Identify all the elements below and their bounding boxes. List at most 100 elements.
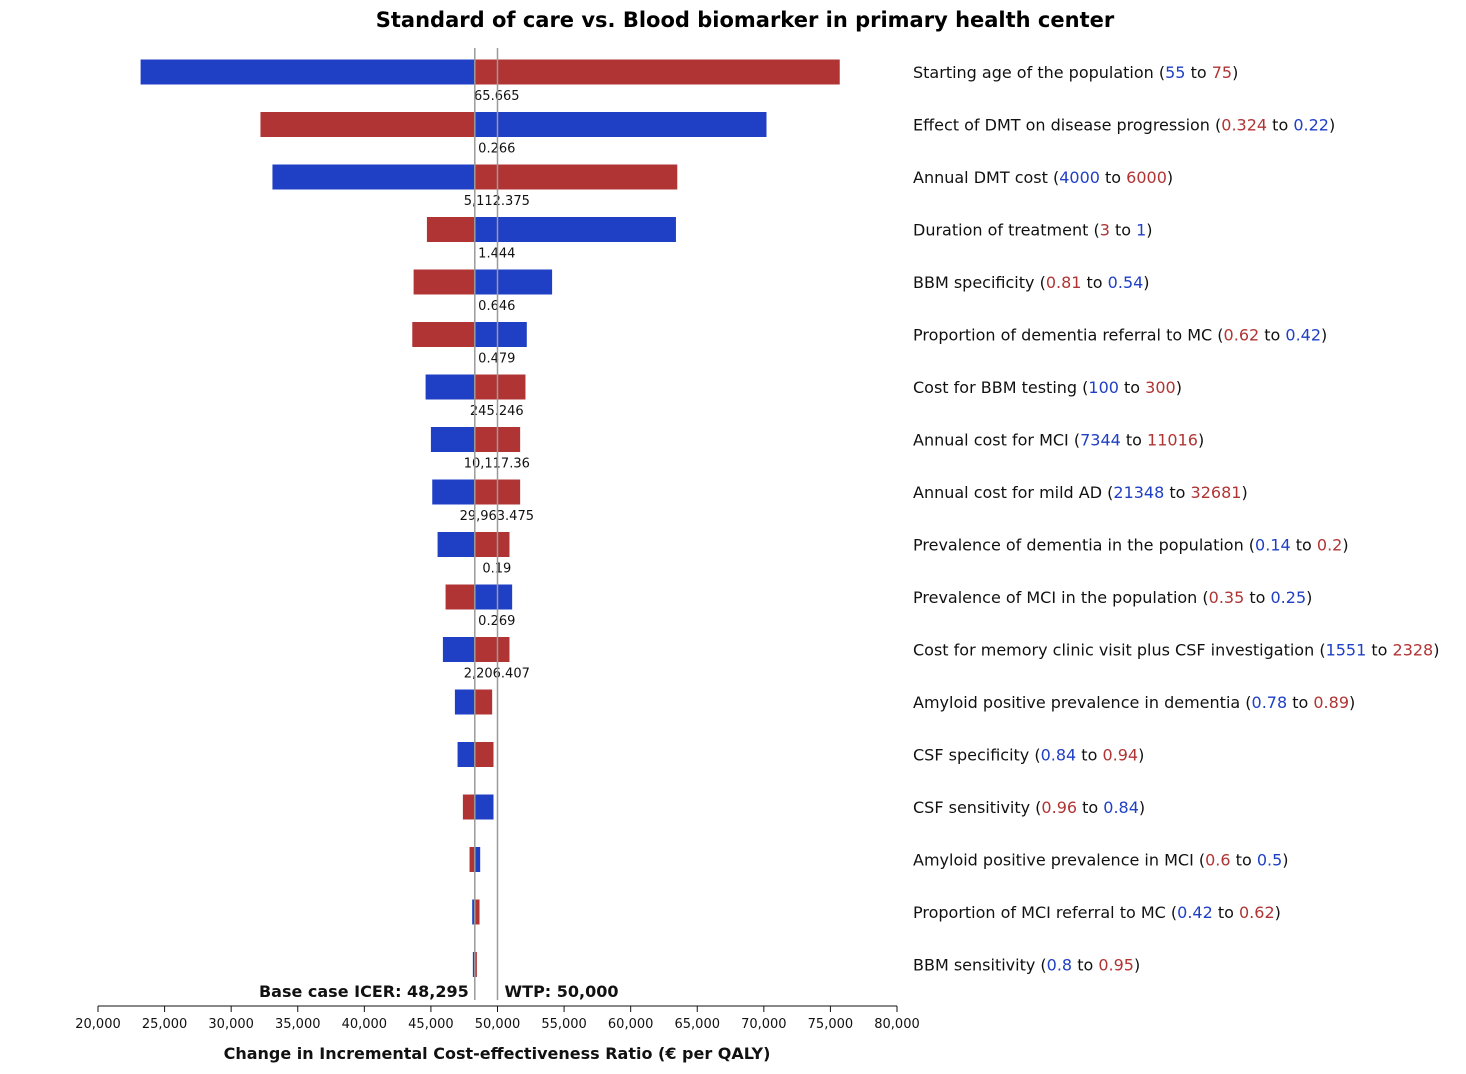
x-axis-title: Change in Incremental Cost-effectiveness…: [224, 1044, 771, 1063]
range-close: ): [1139, 798, 1145, 817]
range-low-value: 0.84: [1041, 746, 1077, 765]
bar-high-3: [426, 217, 475, 242]
range-separator: to: [1213, 903, 1239, 922]
chart-title: Standard of care vs. Blood biomarker in …: [376, 8, 1115, 32]
bar-high-16: [474, 899, 480, 925]
range-close: ): [1275, 903, 1281, 922]
parameter-label: Annual DMT cost (4000 to 6000): [913, 168, 1173, 187]
range-close: ): [1176, 378, 1182, 397]
parameter-name: Duration of treatment (: [913, 221, 1100, 240]
x-tick-label: 45,000: [408, 1017, 454, 1032]
parameter-name: Proportion of dementia referral to MC (: [913, 326, 1224, 345]
bar-low-1: [474, 112, 767, 137]
bar-low-10: [474, 584, 513, 610]
parameter-name: Amyloid positive prevalence in MCI (: [913, 851, 1205, 870]
range-high-value: 0.25: [1271, 588, 1307, 607]
x-tick-label: 25,000: [142, 1017, 188, 1032]
range-close: ): [1198, 431, 1204, 450]
range-separator: to: [1244, 588, 1270, 607]
x-axis: 20,000 25,000 30,000 35,000 40,000 45,000 50,0…: [75, 1005, 920, 1032]
parameter-name: BBM sensitivity (: [913, 956, 1047, 975]
range-low-value: 3: [1100, 221, 1110, 240]
parameter-label: Prevalence of dementia in the population…: [913, 536, 1349, 555]
parameter-name: CSF specificity (: [913, 746, 1041, 765]
range-low-value: 0.8: [1047, 956, 1072, 975]
range-low-value: 0.14: [1255, 536, 1291, 555]
range-close: ): [1146, 221, 1152, 240]
range-low-value: 100: [1088, 378, 1119, 397]
range-separator: to: [1077, 798, 1103, 817]
parameter-name: Annual DMT cost (: [913, 168, 1059, 187]
parameter-label: Amyloid positive prevalence in dementia …: [913, 693, 1355, 712]
range-separator: to: [1164, 483, 1190, 502]
parameter-label: Prevalence of MCI in the population (0.3…: [913, 588, 1312, 607]
range-separator: to: [1231, 851, 1257, 870]
range-low-value: 55: [1165, 63, 1185, 82]
range-high-value: 75: [1212, 63, 1232, 82]
x-tick-label: 60,000: [608, 1017, 654, 1032]
range-low-value: 4000: [1059, 168, 1100, 187]
range-high-value: 11016: [1147, 431, 1198, 450]
bar-high-10: [445, 584, 475, 610]
bar-high-5: [412, 322, 475, 347]
range-close: ): [1232, 63, 1238, 82]
x-tick-label: 70,000: [741, 1017, 787, 1032]
parameter-label: Proportion of MCI referral to MC (0.42 t…: [913, 903, 1281, 922]
x-tick-label: 75,000: [808, 1017, 854, 1032]
parameter-name: Effect of DMT on disease progression (: [913, 116, 1221, 135]
range-close: ): [1143, 273, 1149, 292]
range-close: ): [1433, 641, 1439, 660]
range-high-value: 0.89: [1313, 693, 1349, 712]
parameter-name: Amyloid positive prevalence in dementia …: [913, 693, 1252, 712]
range-high-value: 0.5: [1257, 851, 1282, 870]
parameter-label: Starting age of the population (55 to 75…: [913, 63, 1238, 82]
range-separator: to: [1072, 956, 1098, 975]
bar-low-16: [472, 899, 475, 925]
range-close: ): [1282, 851, 1288, 870]
range-low-value: 0.35: [1209, 588, 1245, 607]
parameter-label: CSF specificity (0.84 to 0.94): [913, 746, 1144, 765]
bar-low-17: [472, 952, 475, 977]
range-low-value: 0.96: [1041, 798, 1077, 817]
parameter-name: Annual cost for mild AD (: [913, 483, 1113, 502]
x-tick-label: 55,000: [541, 1017, 587, 1032]
range-high-value: 0.95: [1098, 956, 1134, 975]
range-close: ): [1342, 536, 1348, 555]
bar-low-7: [430, 427, 475, 452]
range-high-value: 0.62: [1239, 903, 1275, 922]
range-low-value: 0.6: [1205, 851, 1230, 870]
range-close: ): [1241, 483, 1247, 502]
range-high-value: 1: [1136, 221, 1146, 240]
range-close: ): [1329, 116, 1335, 135]
range-separator: to: [1110, 221, 1136, 240]
parameter-label: BBM specificity (0.81 to 0.54): [913, 273, 1150, 292]
range-close: ): [1306, 588, 1312, 607]
x-tick-label: 20,000: [75, 1017, 121, 1032]
range-high-value: 0.54: [1108, 273, 1144, 292]
range-high-value: 0.2: [1317, 536, 1342, 555]
range-close: ): [1167, 168, 1173, 187]
range-separator: to: [1119, 378, 1145, 397]
bar-high-1: [260, 112, 475, 137]
range-low-value: 21348: [1113, 483, 1164, 502]
parameter-label: CSF sensitivity (0.96 to 0.84): [913, 798, 1145, 817]
range-close: ): [1321, 326, 1327, 345]
range-low-value: 0.81: [1046, 273, 1082, 292]
x-tick-label: 80,000: [874, 1017, 920, 1032]
parameter-labels: 65.665Starting age of the population (55…: [460, 63, 1440, 975]
parameter-label: Proportion of dementia referral to MC (0…: [913, 326, 1327, 345]
range-high-value: 0.84: [1103, 798, 1139, 817]
bar-low-9: [437, 532, 475, 557]
wtp-label: WTP: 50,000: [505, 982, 619, 1001]
bar-low-0: [140, 59, 475, 85]
range-low-value: 0.62: [1224, 326, 1260, 345]
range-separator: to: [1287, 693, 1313, 712]
parameter-label: Annual cost for MCI (7344 to 11016): [913, 431, 1204, 450]
bar-low-14: [474, 794, 494, 820]
range-separator: to: [1291, 536, 1317, 555]
bar-low-8: [432, 479, 475, 505]
x-tick-label: 35,000: [275, 1017, 321, 1032]
bar-low-6: [425, 374, 475, 400]
range-high-value: 0.22: [1293, 116, 1329, 135]
